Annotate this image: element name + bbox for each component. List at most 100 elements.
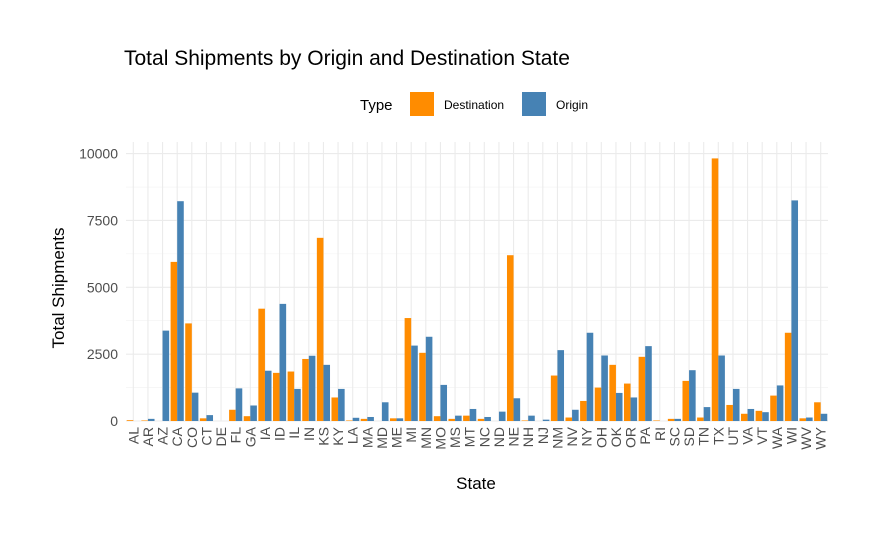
bar-origin-wv [806, 417, 813, 421]
x-tick-label: SD [681, 427, 697, 446]
bar-destination-ne [506, 255, 514, 421]
bar-origin-ia [264, 370, 272, 421]
x-tick-label: TX [710, 426, 726, 445]
bar-destination-mo [433, 416, 441, 421]
bar-origin-mi [411, 345, 418, 421]
legend: Type Destination Origin [360, 92, 588, 116]
x-axis-label: State [456, 474, 496, 493]
bar-destination-ma [360, 418, 368, 421]
x-tick-label: NE [506, 427, 522, 446]
x-tick-label: OR [623, 427, 639, 448]
bar-destination-or [623, 383, 631, 421]
x-axis-ticks: ALARAZCACOCTDEFLGAIAIDILINKSKYLAMAMDMEMI… [125, 426, 828, 449]
bar-destination-ny [580, 400, 587, 421]
bar-origin-ok [615, 392, 623, 421]
bar-origin-wa [776, 385, 784, 421]
x-tick-label: NC [476, 427, 492, 447]
bar-origin-id [279, 303, 287, 421]
x-tick-label: OK [608, 426, 624, 447]
bar-destination-al [126, 420, 134, 421]
bar-origin-sc [674, 418, 682, 421]
bar-origin-wi [791, 200, 799, 421]
x-tick-label: WI [783, 427, 799, 444]
bar-origin-or [630, 397, 638, 421]
legend-swatch-destination [410, 92, 434, 116]
y-axis-label: Total Shipments [49, 228, 68, 349]
x-tick-label: KY [330, 426, 346, 445]
x-tick-label: AL [125, 427, 141, 444]
bar-destination-ut [726, 404, 733, 421]
y-axis-ticks: 0 2500 5000 7500 10000 [79, 146, 118, 429]
bar-destination-ia [258, 308, 265, 421]
bar-destination-sd [682, 380, 690, 421]
bar-origin-pa [645, 346, 652, 421]
legend-title: Type [360, 97, 393, 114]
x-tick-label: SC [666, 427, 682, 446]
bar-destination-nm [550, 375, 558, 421]
bar-origin-co [191, 392, 199, 421]
bar-destination-ky [331, 397, 339, 421]
y-tick-label: 2500 [87, 346, 118, 362]
bar-destination-ms [448, 418, 456, 421]
bar-destination-tn [697, 417, 704, 421]
x-tick-label: UT [725, 427, 741, 446]
x-tick-label: MN [418, 427, 434, 449]
x-tick-label: MO [432, 427, 448, 450]
x-tick-label: WV [798, 426, 814, 449]
x-tick-label: OH [593, 427, 609, 448]
y-tick-label: 5000 [87, 279, 118, 295]
x-tick-label: TN [696, 427, 712, 446]
bar-destination-in [302, 358, 309, 421]
bar-origin-sd [689, 370, 696, 421]
chart-title: Total Shipments by Origin and Destinatio… [124, 47, 570, 70]
legend-swatch-origin [522, 92, 546, 116]
x-tick-label: DE [213, 427, 229, 446]
bar-origin-va [747, 408, 755, 421]
x-tick-label: IA [257, 426, 273, 440]
bars [126, 158, 828, 421]
bar-destination-tx [711, 158, 719, 421]
x-tick-label: IL [286, 427, 302, 439]
bar-destination-va [740, 413, 748, 421]
bar-destination-wi [784, 332, 792, 421]
bar-origin-tx [718, 355, 725, 421]
bar-origin-nj [542, 419, 550, 421]
bar-origin-vt [762, 412, 769, 421]
bar-destination-ri [653, 420, 660, 421]
x-tick-label: MI [403, 427, 419, 443]
x-tick-label: VA [740, 426, 756, 444]
bar-destination-oh [594, 387, 602, 421]
bar-origin-mo [440, 384, 448, 421]
x-tick-label: KS [315, 427, 331, 446]
x-tick-label: CT [198, 427, 214, 446]
x-tick-label: RI [652, 427, 668, 441]
bar-origin-la [352, 417, 360, 421]
bar-origin-me [396, 418, 404, 421]
bar-origin-az [162, 330, 170, 421]
bar-destination-nh [521, 420, 529, 421]
y-tick-label: 0 [110, 413, 118, 429]
x-tick-label: CA [169, 426, 185, 446]
x-tick-label: AZ [155, 427, 171, 445]
bar-destination-wv [799, 418, 807, 421]
bar-origin-in [308, 355, 316, 421]
bar-origin-mn [425, 336, 433, 421]
bar-destination-ca [170, 261, 178, 421]
x-tick-label: NH [520, 427, 536, 447]
x-tick-label: ME [389, 427, 405, 448]
x-tick-label: FL [228, 427, 244, 444]
bar-destination-ga [243, 416, 251, 421]
bar-destination-il [287, 371, 295, 421]
y-tick-label: 10000 [79, 146, 118, 162]
bar-destination-nc [477, 418, 485, 421]
bar-origin-ks [323, 364, 331, 421]
x-tick-label: LA [345, 426, 361, 444]
bar-origin-nh [528, 415, 535, 421]
bar-destination-fl [229, 409, 236, 421]
bar-origin-ct [206, 415, 214, 421]
bar-destination-mi [404, 318, 412, 421]
bar-destination-ok [609, 364, 616, 421]
legend-label-destination: Destination [444, 98, 504, 112]
bar-destination-vt [755, 410, 763, 421]
